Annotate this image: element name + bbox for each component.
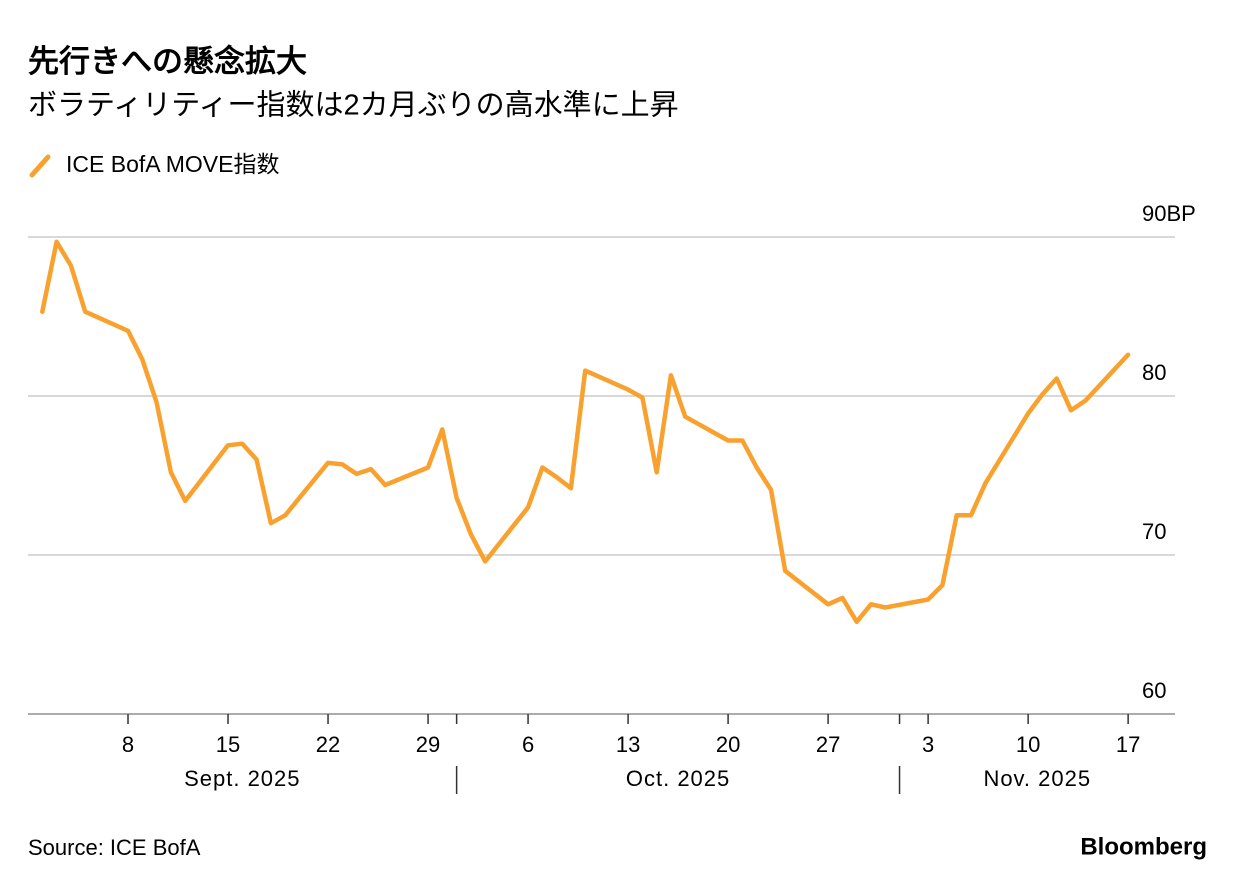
month-label: Sept. 2025 bbox=[184, 766, 300, 791]
x-tick-label: 13 bbox=[616, 732, 640, 757]
y-tick-label: 90BP bbox=[1142, 201, 1196, 226]
x-tick-label: 15 bbox=[216, 732, 240, 757]
brand: Bloomberg bbox=[1080, 833, 1207, 860]
x-tick-label: 20 bbox=[716, 732, 740, 757]
x-tick-label: 29 bbox=[416, 732, 440, 757]
legend-swatch bbox=[29, 154, 51, 178]
x-tick-label: 8 bbox=[122, 732, 134, 757]
month-label: Nov. 2025 bbox=[983, 766, 1091, 791]
month-label: Oct. 2025 bbox=[626, 766, 730, 791]
source: Source: ICE BofA bbox=[28, 835, 201, 860]
y-tick-label: 70 bbox=[1142, 519, 1166, 544]
x-tick-label: 17 bbox=[1116, 732, 1140, 757]
x-tick-label: 10 bbox=[1016, 732, 1040, 757]
chart-title: 先行きへの懸念拡大 bbox=[28, 44, 307, 79]
x-tick-label: 6 bbox=[522, 732, 534, 757]
x-tick-label: 22 bbox=[316, 732, 340, 757]
chart-subtitle: ボラティリティー指数は2カ月ぶりの高水準に上昇 bbox=[28, 89, 679, 122]
legend-label: ICE BofA MOVE指数 bbox=[66, 151, 279, 177]
line-series bbox=[40, 239, 1131, 625]
x-tick-label: 3 bbox=[922, 732, 934, 757]
y-tick-label: 80 bbox=[1142, 360, 1166, 385]
y-tick-label: 60 bbox=[1142, 678, 1166, 703]
x-tick-label: 27 bbox=[816, 732, 840, 757]
